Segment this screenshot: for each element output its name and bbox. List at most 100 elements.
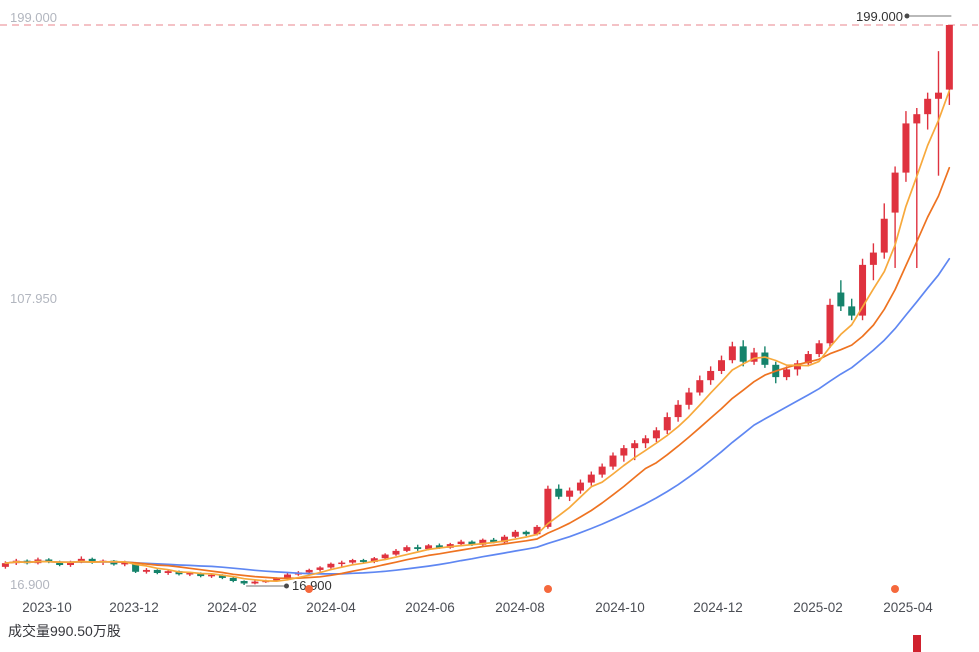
candle[interactable] bbox=[349, 558, 357, 564]
candle-body bbox=[490, 539, 498, 543]
candle[interactable] bbox=[924, 92, 932, 130]
candle-body bbox=[642, 438, 650, 444]
candle[interactable] bbox=[501, 534, 508, 544]
candle[interactable] bbox=[859, 258, 867, 321]
candle[interactable] bbox=[620, 445, 628, 462]
candles-layer bbox=[1, 25, 953, 585]
candle[interactable] bbox=[338, 560, 346, 567]
event-marker-dot[interactable] bbox=[305, 585, 314, 593]
candle-body bbox=[924, 98, 932, 115]
candle-body bbox=[631, 443, 639, 449]
candle-body bbox=[273, 578, 281, 581]
candle[interactable] bbox=[381, 553, 389, 560]
candle[interactable] bbox=[316, 566, 324, 572]
candle-body bbox=[435, 545, 443, 548]
candle-body bbox=[815, 343, 823, 355]
candle[interactable] bbox=[718, 355, 725, 375]
candle-body bbox=[728, 346, 736, 361]
candle-body bbox=[56, 561, 64, 566]
candle-body bbox=[837, 292, 845, 307]
candle[interactable] bbox=[598, 463, 606, 478]
event-marker-dot[interactable] bbox=[891, 585, 900, 593]
candle-body bbox=[381, 554, 389, 559]
candle[interactable] bbox=[837, 280, 845, 311]
candle[interactable] bbox=[815, 340, 823, 358]
candle[interactable] bbox=[913, 108, 921, 268]
candle[interactable] bbox=[652, 427, 660, 443]
candle[interactable] bbox=[891, 166, 899, 268]
candle-body bbox=[392, 550, 400, 555]
candle-body bbox=[761, 352, 769, 365]
candle[interactable] bbox=[685, 387, 693, 410]
candle-body bbox=[218, 574, 226, 578]
candle-body bbox=[501, 536, 508, 543]
candle[interactable] bbox=[869, 243, 877, 281]
y-axis-label-max: 199.000 bbox=[10, 10, 57, 25]
y-axis-label-min: 16.900 bbox=[10, 577, 50, 592]
candle-body bbox=[685, 392, 693, 405]
low-annotation-dot bbox=[284, 583, 289, 589]
candle-body bbox=[88, 558, 96, 563]
candle[interactable] bbox=[880, 203, 888, 259]
candle[interactable] bbox=[750, 347, 758, 365]
candle[interactable] bbox=[674, 400, 682, 422]
candle-body bbox=[208, 574, 216, 577]
candle[interactable] bbox=[403, 545, 411, 553]
candle[interactable] bbox=[576, 479, 584, 494]
candle-body bbox=[609, 455, 617, 467]
candle-body bbox=[338, 562, 346, 565]
candle[interactable] bbox=[153, 569, 161, 575]
candle[interactable] bbox=[555, 484, 563, 500]
candle[interactable] bbox=[707, 366, 715, 385]
candle-body bbox=[750, 352, 758, 362]
candle[interactable] bbox=[251, 580, 259, 585]
x-tick-2024-06: 2024-06 bbox=[405, 600, 455, 615]
candle[interactable] bbox=[544, 485, 552, 529]
candle[interactable] bbox=[511, 529, 519, 538]
candle[interactable] bbox=[826, 298, 834, 348]
candle[interactable] bbox=[609, 452, 617, 470]
candle[interactable] bbox=[392, 549, 400, 556]
candle-body bbox=[663, 417, 671, 431]
candle[interactable] bbox=[566, 487, 574, 502]
candle-body bbox=[793, 363, 801, 370]
candle-body bbox=[783, 369, 791, 378]
candle[interactable] bbox=[783, 366, 791, 381]
candle[interactable] bbox=[935, 51, 942, 176]
candle[interactable] bbox=[479, 538, 487, 546]
candle[interactable] bbox=[240, 580, 248, 585]
candle[interactable] bbox=[728, 341, 736, 364]
x-tick-2023-10: 2023-10 bbox=[22, 600, 72, 615]
candle-body bbox=[566, 490, 574, 497]
candle[interactable] bbox=[587, 471, 595, 486]
candle-body bbox=[403, 547, 411, 551]
candle[interactable] bbox=[663, 412, 671, 435]
candle-body bbox=[576, 482, 584, 491]
candle-body bbox=[240, 581, 248, 584]
candle[interactable] bbox=[164, 569, 172, 575]
high-price-annotation: 199.000 bbox=[856, 9, 903, 24]
candle-body bbox=[132, 562, 140, 572]
candle[interactable] bbox=[642, 435, 650, 449]
candle-body bbox=[598, 466, 606, 475]
candle[interactable] bbox=[696, 375, 704, 396]
candle-body bbox=[533, 526, 541, 535]
candle[interactable] bbox=[793, 360, 801, 376]
candle-body bbox=[370, 558, 378, 562]
candle[interactable] bbox=[848, 298, 856, 321]
candle[interactable] bbox=[902, 111, 910, 182]
candle-body bbox=[826, 304, 834, 344]
event-marker-dot[interactable] bbox=[543, 585, 552, 593]
candle[interactable] bbox=[739, 340, 747, 367]
candle[interactable] bbox=[142, 568, 150, 574]
candle-body bbox=[67, 561, 74, 566]
candle-body bbox=[859, 264, 867, 316]
candle[interactable] bbox=[327, 562, 335, 569]
candle-body bbox=[121, 562, 129, 565]
candle[interactable] bbox=[414, 544, 422, 551]
candle[interactable] bbox=[804, 350, 812, 367]
candle[interactable] bbox=[229, 576, 237, 583]
candle-body bbox=[869, 252, 877, 265]
candle[interactable] bbox=[522, 530, 530, 537]
